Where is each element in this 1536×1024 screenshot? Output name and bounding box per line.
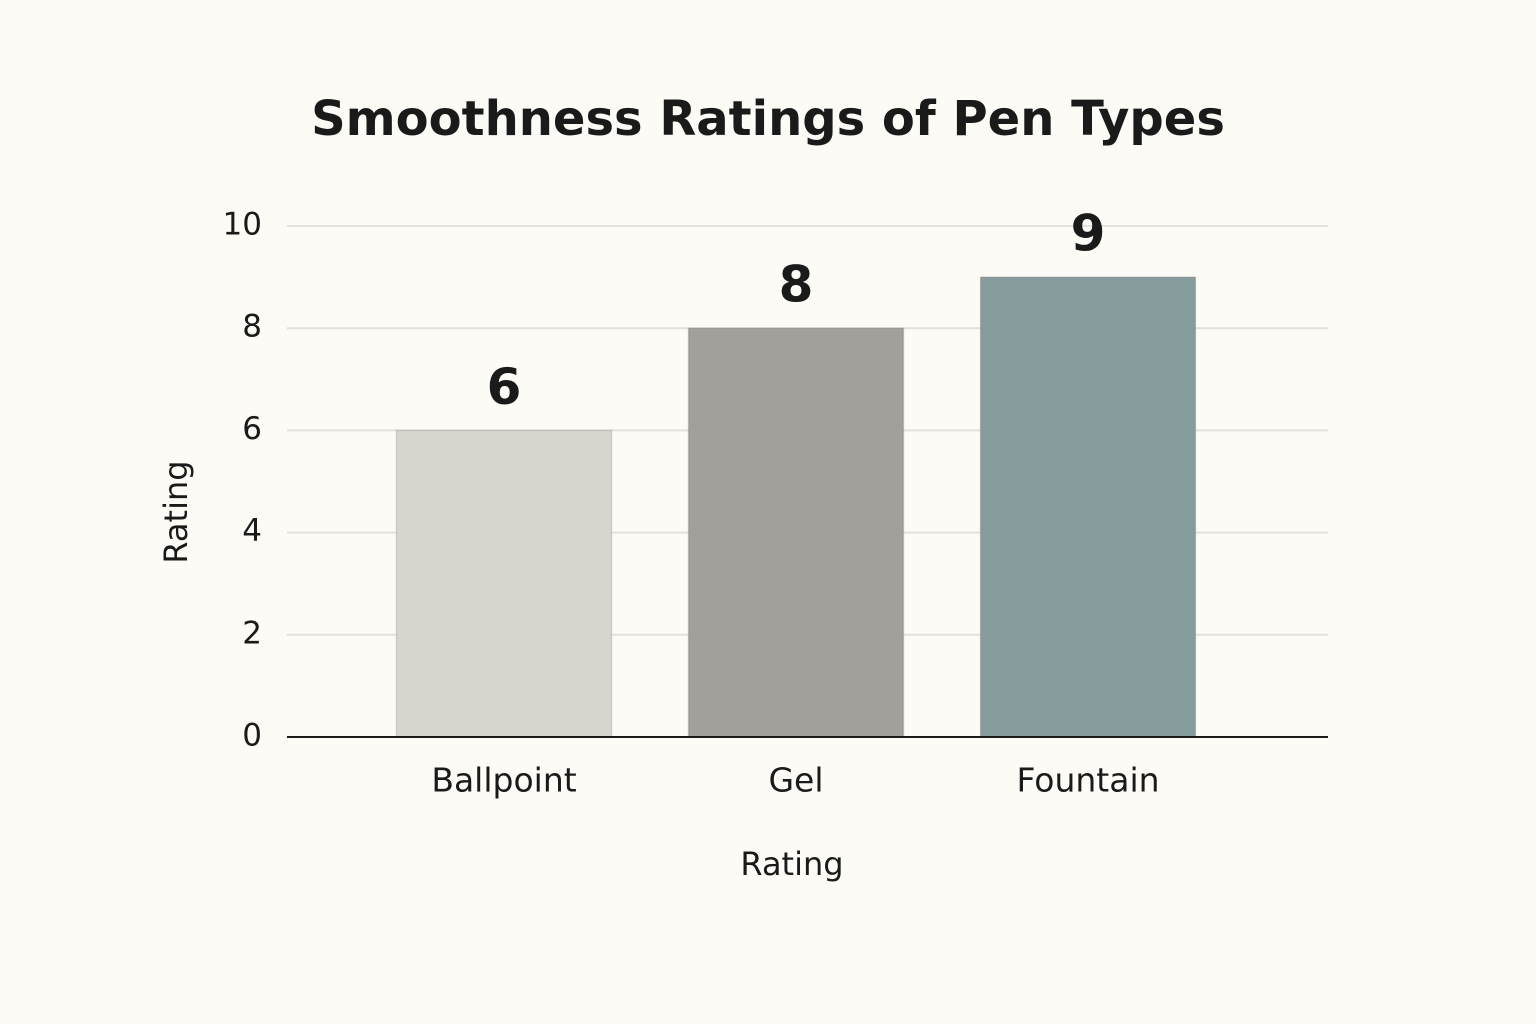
- x-tick-label: Fountain: [1016, 761, 1159, 800]
- y-tick-label: 2: [242, 615, 262, 651]
- chart-title: Smoothness Ratings of Pen Types: [311, 91, 1225, 147]
- value-label: 9: [1071, 205, 1106, 263]
- bar: [979, 276, 1197, 738]
- y-tick-label: 10: [223, 207, 262, 243]
- bar: [687, 327, 905, 738]
- value-label: 6: [487, 358, 522, 416]
- x-tick-label: Gel: [768, 761, 823, 800]
- x-tick-label: Ballpoint: [431, 761, 576, 800]
- y-tick-label: 4: [242, 513, 262, 549]
- x-axis-title: Rating: [740, 845, 843, 883]
- y-tick-label: 0: [242, 718, 262, 754]
- y-axis-title: Rating: [157, 460, 195, 563]
- value-label: 8: [779, 256, 814, 314]
- bar: [395, 429, 613, 738]
- y-tick-label: 8: [242, 309, 262, 345]
- y-tick-label: 6: [242, 411, 262, 447]
